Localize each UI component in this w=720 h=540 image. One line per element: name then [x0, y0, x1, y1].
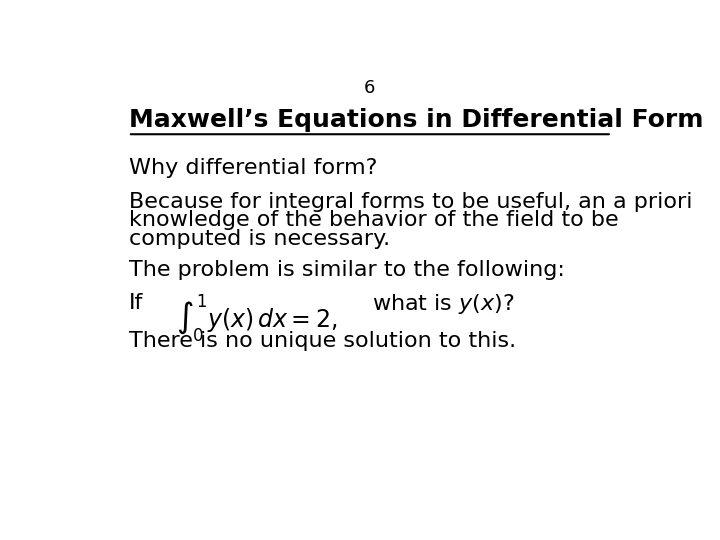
Text: what is $y(x)$?: what is $y(x)$? [372, 292, 514, 316]
Text: $\int_0^1 y(x)\, dx = 2,$: $\int_0^1 y(x)\, dx = 2,$ [176, 292, 338, 343]
Text: computed is necessary.: computed is necessary. [129, 229, 390, 249]
Text: Maxwell’s Equations in Differential Form: Maxwell’s Equations in Differential Form [129, 109, 703, 132]
Text: There is no unique solution to this.: There is no unique solution to this. [129, 331, 516, 351]
Text: Why differential form?: Why differential form? [129, 158, 377, 178]
Text: knowledge of the behavior of the field to be: knowledge of the behavior of the field t… [129, 210, 618, 231]
Text: The problem is similar to the following:: The problem is similar to the following: [129, 260, 565, 280]
Text: If: If [129, 294, 143, 314]
Text: 6: 6 [364, 79, 374, 97]
Text: Because for integral forms to be useful, an a priori: Because for integral forms to be useful,… [129, 192, 693, 212]
